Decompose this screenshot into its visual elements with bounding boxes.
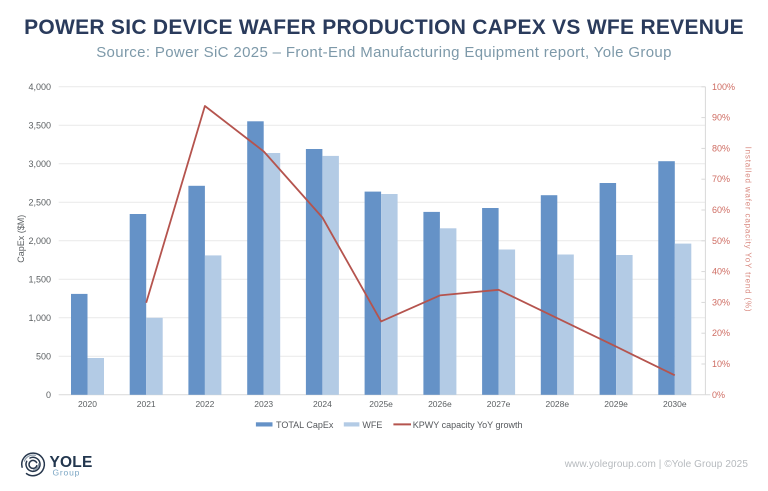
svg-text:3,500: 3,500 <box>28 120 51 130</box>
svg-text:CapEx ($M): CapEx ($M) <box>16 215 26 263</box>
svg-text:Group: Group <box>53 468 81 478</box>
svg-text:TOTAL CapEx: TOTAL CapEx <box>276 420 334 430</box>
svg-text:2028e: 2028e <box>545 399 569 409</box>
svg-text:40%: 40% <box>712 267 730 277</box>
svg-text:4,000: 4,000 <box>28 82 51 92</box>
svg-text:0: 0 <box>46 390 51 400</box>
svg-text:2030e: 2030e <box>663 399 687 409</box>
svg-text:2026e: 2026e <box>428 399 452 409</box>
svg-text:1,000: 1,000 <box>28 313 51 323</box>
svg-text:1,500: 1,500 <box>28 274 51 284</box>
svg-text:2023: 2023 <box>254 399 273 409</box>
svg-text:20%: 20% <box>712 328 730 338</box>
svg-text:3,000: 3,000 <box>28 159 51 169</box>
svg-text:2024: 2024 <box>313 399 332 409</box>
svg-text:70%: 70% <box>712 174 730 184</box>
svg-text:2,000: 2,000 <box>28 236 51 246</box>
svg-text:30%: 30% <box>712 297 730 307</box>
svg-text:0%: 0% <box>712 390 725 400</box>
svg-text:WFE: WFE <box>362 420 382 430</box>
svg-text:2025e: 2025e <box>369 399 393 409</box>
svg-text:100%: 100% <box>712 82 735 92</box>
svg-text:2,500: 2,500 <box>28 197 51 207</box>
svg-text:2020: 2020 <box>78 399 97 409</box>
svg-text:2029e: 2029e <box>604 399 628 409</box>
svg-text:Installed wafer capacity YoY t: Installed wafer capacity YoY trend (%) <box>743 147 752 313</box>
svg-text:500: 500 <box>36 351 51 361</box>
svg-text:2022: 2022 <box>195 399 214 409</box>
svg-text:50%: 50% <box>712 236 730 246</box>
svg-text:YOLE: YOLE <box>50 454 93 471</box>
svg-text:80%: 80% <box>712 143 730 153</box>
svg-text:2027e: 2027e <box>487 399 511 409</box>
svg-text:60%: 60% <box>712 205 730 215</box>
svg-text:90%: 90% <box>712 113 730 123</box>
svg-text:KPWY capacity YoY growth: KPWY capacity YoY growth <box>413 420 523 430</box>
svg-text:2021: 2021 <box>137 399 156 409</box>
svg-text:10%: 10% <box>712 359 730 369</box>
